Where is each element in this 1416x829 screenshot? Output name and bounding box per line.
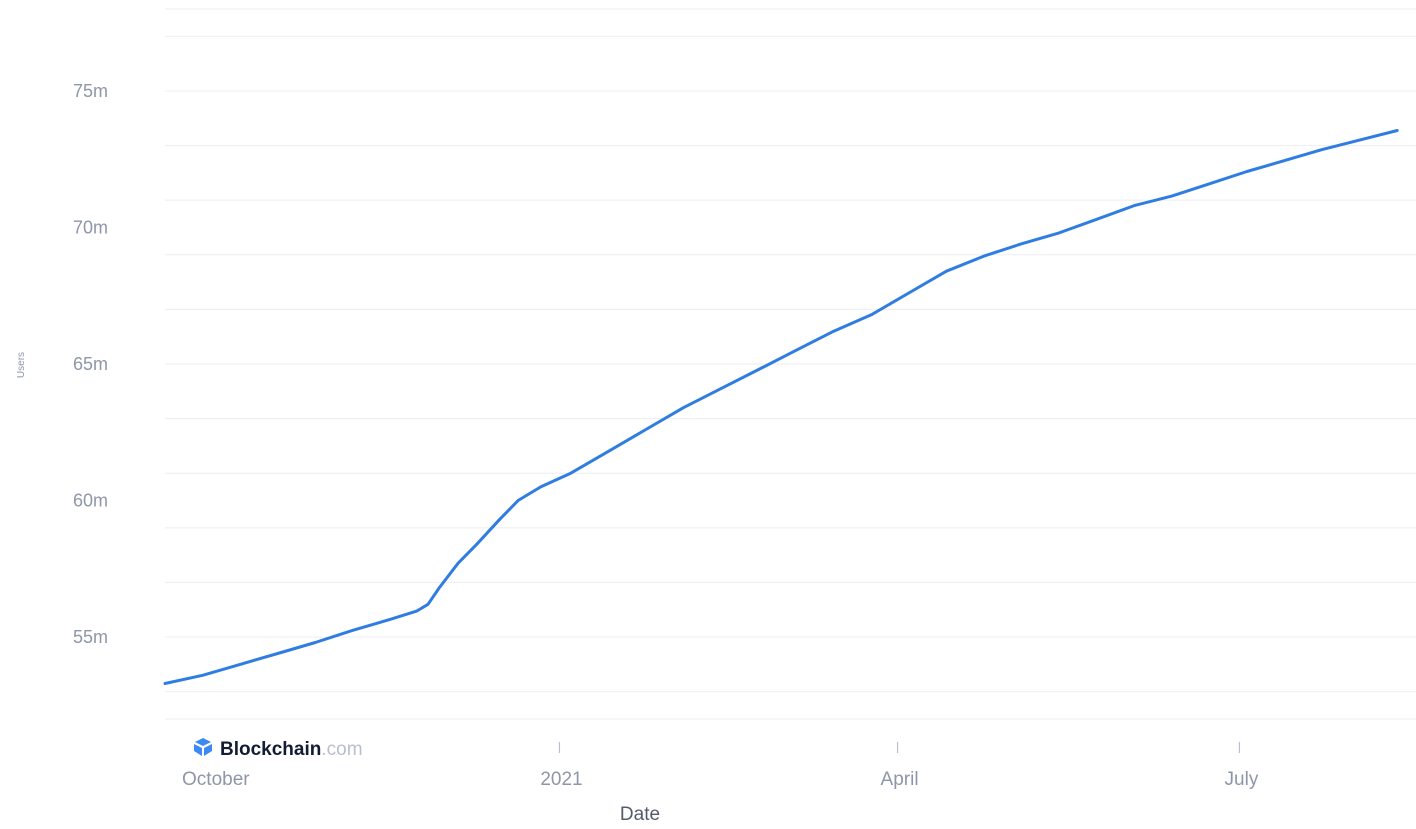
y-axis-title: Users [16, 352, 27, 378]
y-axis-ticks: 55m 60m 65m 70m 75m [73, 81, 108, 647]
x-axis-title: Date [620, 804, 660, 825]
y-tick-label: 55m [73, 627, 108, 647]
x-tick-label: April [881, 769, 919, 790]
brand-tld: .com [321, 739, 362, 760]
y-tick-label: 75m [73, 81, 108, 101]
x-tick-label: 2021 [540, 769, 582, 790]
x-tick-label: July [1225, 769, 1259, 790]
y-tick-label: 65m [73, 354, 108, 374]
blockchain-logo-icon [194, 738, 212, 756]
brand-name: Blockchain [220, 739, 321, 760]
y-tick-label: 60m [73, 491, 108, 511]
svg-text:Blockchain.com: Blockchain.com [220, 739, 363, 760]
y-tick-label: 70m [73, 217, 108, 237]
x-axis-ticks: October 2021 April July [182, 742, 1259, 790]
series [163, 129, 1399, 685]
gridlines [165, 8, 1416, 720]
x-tick-label: October [182, 769, 250, 790]
series-line [163, 129, 1399, 685]
blockchain-watermark: Blockchain.com [194, 738, 363, 760]
